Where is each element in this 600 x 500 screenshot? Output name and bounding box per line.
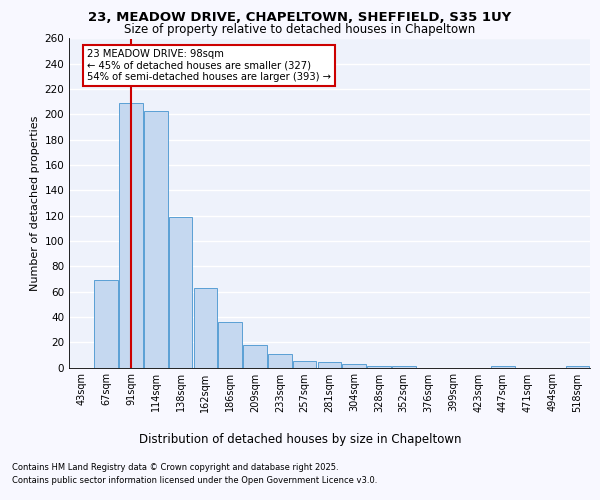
Text: 23 MEADOW DRIVE: 98sqm
← 45% of detached houses are smaller (327)
54% of semi-de: 23 MEADOW DRIVE: 98sqm ← 45% of detached… [87, 48, 331, 82]
Y-axis label: Number of detached properties: Number of detached properties [30, 116, 40, 290]
Bar [491, 366, 515, 368]
Bar [566, 366, 589, 368]
Bar [194, 288, 217, 368]
Bar [367, 366, 391, 368]
Bar [317, 362, 341, 368]
Text: 23, MEADOW DRIVE, CHAPELTOWN, SHEFFIELD, S35 1UY: 23, MEADOW DRIVE, CHAPELTOWN, SHEFFIELD,… [88, 11, 512, 24]
Bar [169, 217, 193, 368]
Bar [144, 110, 167, 368]
Bar [119, 103, 143, 368]
Bar [343, 364, 366, 368]
Text: Contains public sector information licensed under the Open Government Licence v3: Contains public sector information licen… [12, 476, 377, 485]
Bar [268, 354, 292, 368]
Bar [293, 361, 316, 368]
Text: Contains HM Land Registry data © Crown copyright and database right 2025.: Contains HM Land Registry data © Crown c… [12, 464, 338, 472]
Bar [94, 280, 118, 368]
Bar [392, 366, 416, 368]
Bar [243, 344, 267, 368]
Text: Size of property relative to detached houses in Chapeltown: Size of property relative to detached ho… [124, 22, 476, 36]
Text: Distribution of detached houses by size in Chapeltown: Distribution of detached houses by size … [139, 432, 461, 446]
Bar [218, 322, 242, 368]
